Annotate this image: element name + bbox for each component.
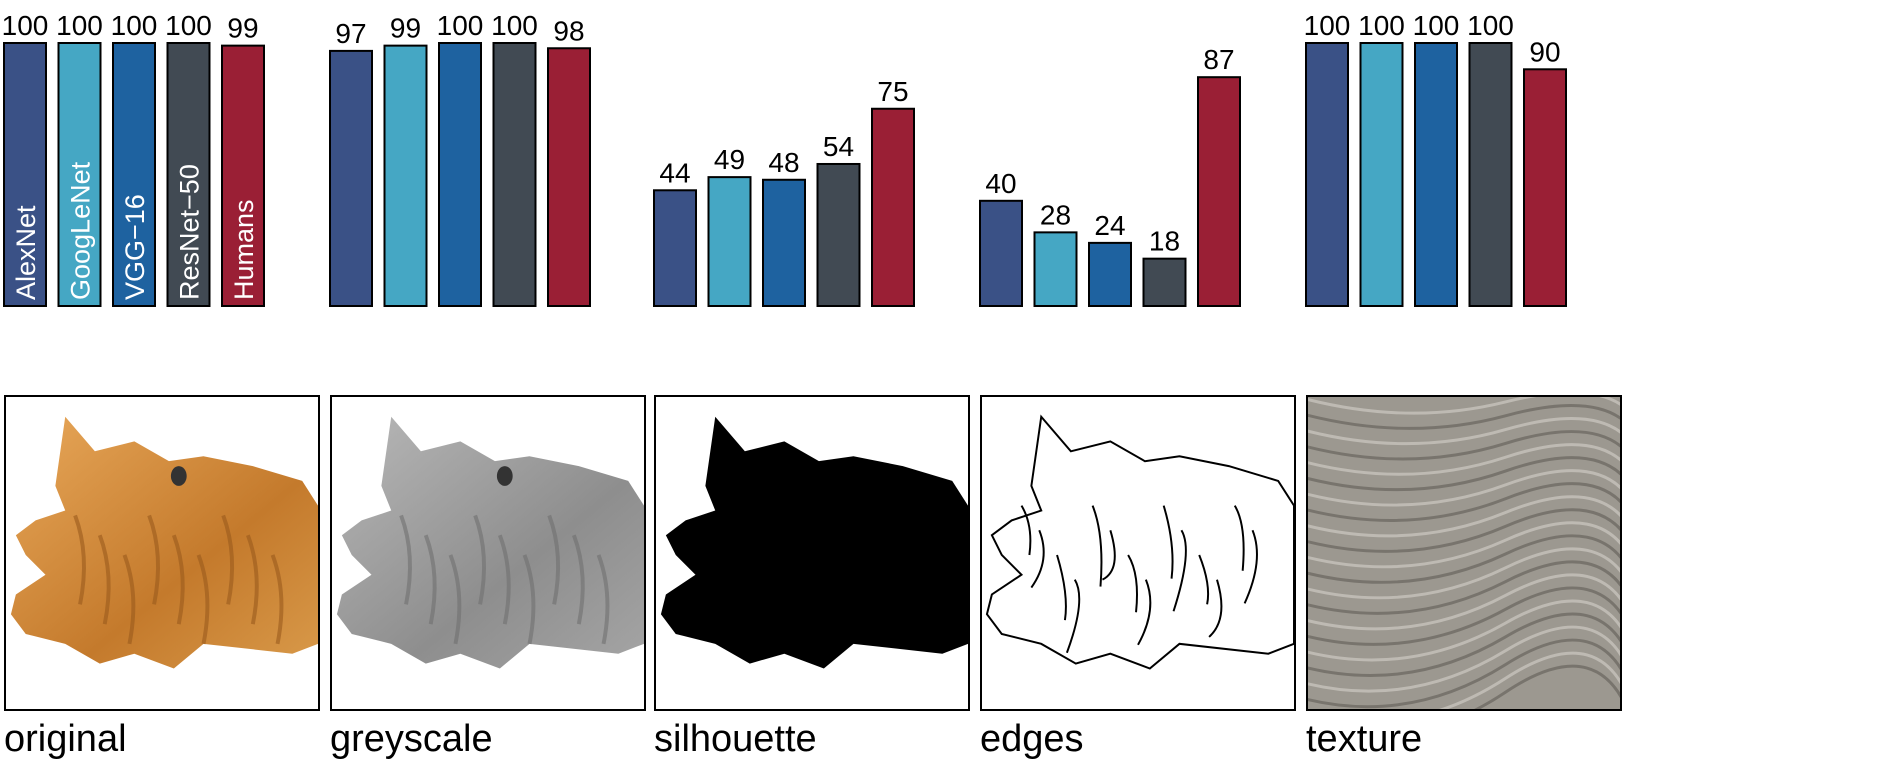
value-label: 100 [165,10,212,41]
legend-label: GoogLeNet [66,161,96,300]
bar-original-0 [3,42,47,307]
value-label: 24 [1094,210,1125,241]
value-label: 18 [1149,226,1180,257]
value-label: 99 [227,13,258,44]
bar-original-4 [221,44,265,307]
bar-chart-original: 100 AlexNet 100 GoogLeNet 100 VGG−16 100 ResNet… [2,10,265,307]
bar-edges-4 [1197,76,1241,307]
bar-silhouette-4 [871,107,915,307]
value-label: 75 [877,76,908,107]
bar-texture-3 [1468,42,1513,307]
value-label: 28 [1040,199,1071,230]
bar-edges-1 [1033,231,1078,307]
panel-greyscale: 97 99 100 100 98 greyscale [329,0,650,770]
panel-caption: texture [1306,718,1423,760]
legend-label: ResNet−50 [175,164,205,300]
bar-silhouette-0 [653,189,697,307]
panel-caption: original [4,718,127,760]
value-label: 100 [111,10,158,41]
bar-silhouette-2 [762,178,806,307]
bar-texture-2 [1414,42,1458,307]
bar-chart-edges: 40 28 24 18 87 [979,44,1241,308]
value-label: 100 [1467,10,1514,41]
value-label: 100 [1413,10,1460,41]
cat-edge-drawing-image [980,395,1296,711]
bar-edges-2 [1088,241,1132,308]
value-label: 97 [335,18,366,49]
value-label: 48 [768,147,799,178]
value-label: 49 [714,144,745,175]
bar-texture-0 [1305,42,1349,307]
cat-silhouette-image [654,395,970,711]
panel-caption: greyscale [330,718,493,760]
bar-edges-3 [1142,257,1187,308]
legend-label: AlexNet [11,205,41,300]
panel-caption: edges [980,718,1084,760]
legend-label: VGG−16 [120,194,150,300]
bar-greyscale-1 [383,44,428,307]
bar-edges-0 [979,199,1023,307]
elephant-skin-texture-image [1306,395,1622,711]
panel-texture: 100 100 100 100 90 texture [1304,0,1626,770]
bar-greyscale-4 [547,47,591,307]
cat-photo-color-image [4,395,320,711]
bar-chart-greyscale: 97 99 100 100 98 [329,10,591,307]
value-label: 100 [1304,10,1351,41]
bar-greyscale-3 [492,42,537,307]
panel-caption: silhouette [654,718,817,760]
value-label: 100 [56,10,103,41]
value-label: 54 [823,131,854,162]
value-label: 100 [1358,10,1405,41]
bar-original-2 [112,42,156,307]
bar-texture-1 [1359,42,1404,307]
value-label: 44 [659,157,690,188]
bar-original-1 [57,42,102,307]
value-label: 40 [985,168,1016,199]
panel-original: 100 AlexNet 100 GoogLeNet 100 VGG−16 100 ResNet… [2,0,324,770]
cat-photo-greyscale-image [330,395,646,711]
value-label: 100 [2,10,49,41]
legend-label: Humans [229,199,259,300]
bar-greyscale-2 [438,42,482,307]
panel-silhouette: 44 49 48 54 75 silhouette [653,0,974,770]
bar-chart-silhouette: 44 49 48 54 75 [653,76,915,307]
value-label: 99 [390,13,421,44]
bar-texture-4 [1523,68,1567,307]
value-label: 90 [1529,36,1560,67]
value-label: 100 [437,10,484,41]
bar-silhouette-3 [816,162,861,307]
value-label: 100 [491,10,538,41]
panel-edges: 40 28 24 18 87 edges [979,0,1300,770]
value-label: 98 [553,15,584,46]
bar-silhouette-1 [707,176,752,307]
value-label: 87 [1203,44,1234,75]
bar-greyscale-0 [329,49,373,307]
bar-original-3 [166,42,211,307]
